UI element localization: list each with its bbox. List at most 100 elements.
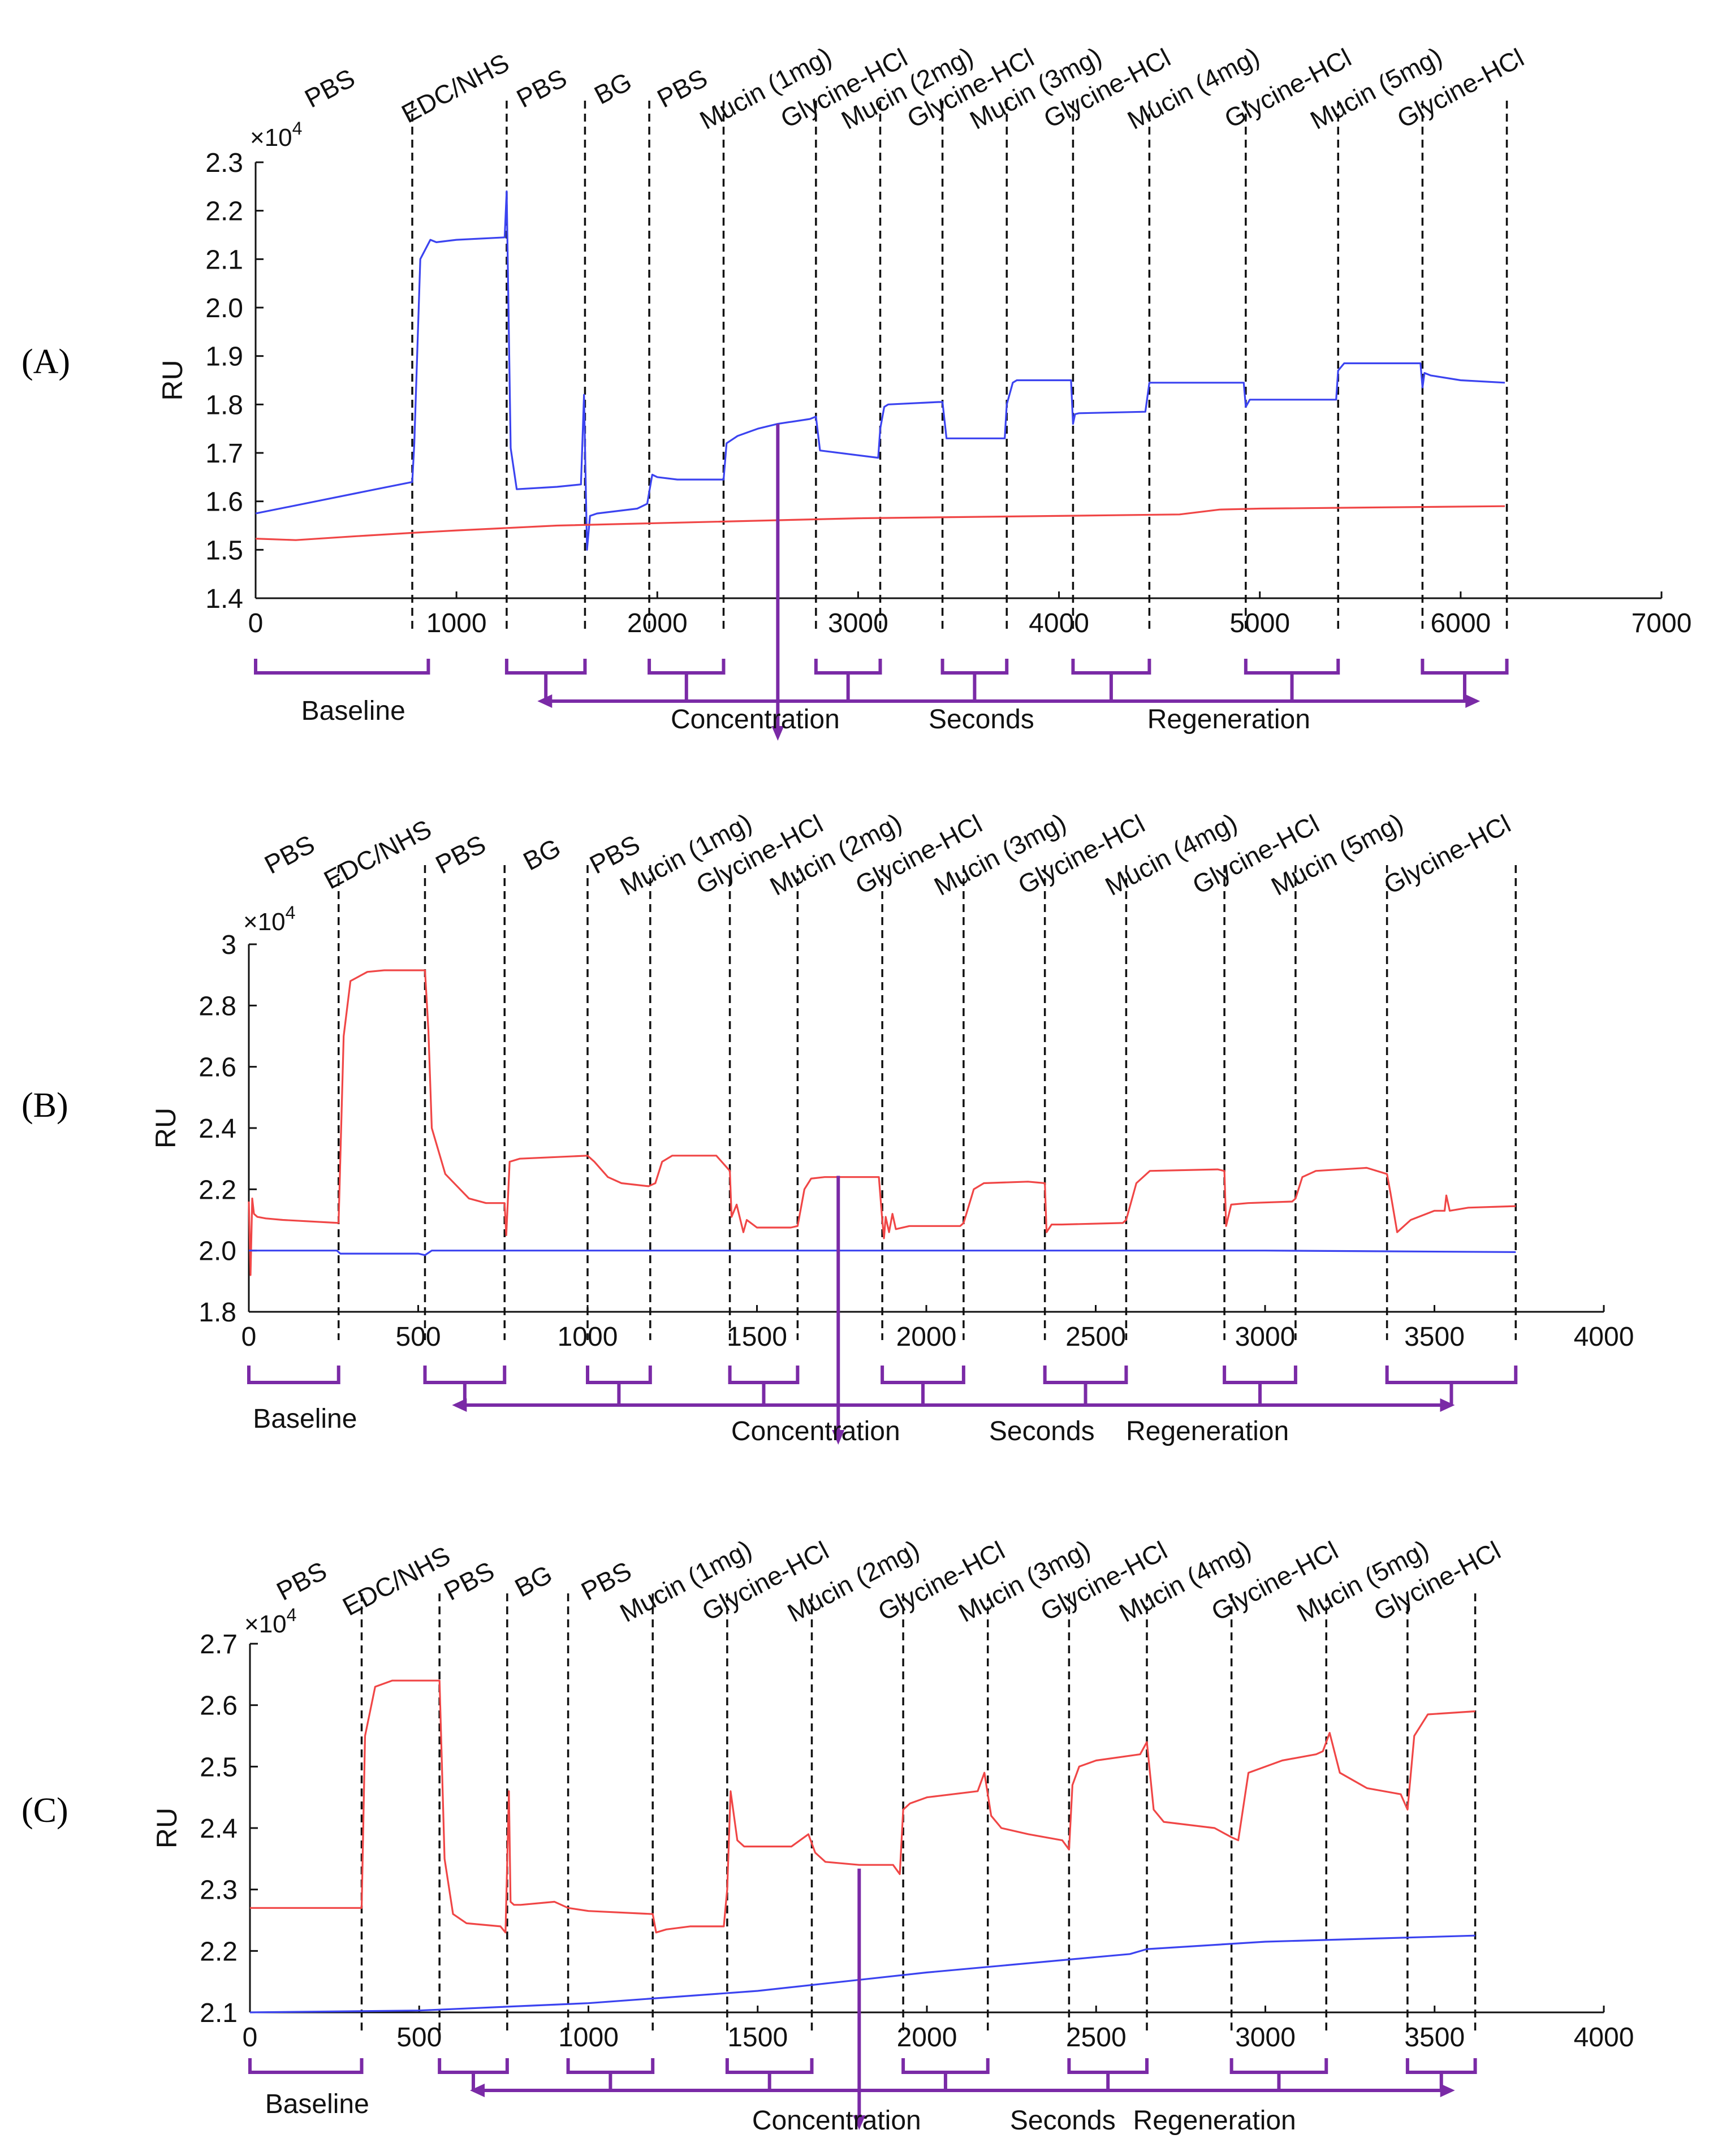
y-multiplier: ×104: [243, 902, 295, 936]
phase-bracket: [725, 2058, 814, 2090]
panel-label: (C): [21, 1791, 68, 1830]
x-tick-label: 1000: [426, 608, 487, 638]
y-tick-label: 2.3: [205, 148, 243, 178]
y-tick-label: 1.4: [205, 584, 243, 614]
series-line-blue: [249, 1250, 1516, 1256]
series-line-red: [250, 1679, 1475, 1934]
arrow-head-left: [452, 1398, 467, 1412]
concentration-arrow-head: [771, 726, 784, 741]
y-multiplier-exponent: 4: [286, 902, 296, 923]
y-tick-label: 1.8: [198, 1298, 236, 1328]
x-tick-label: 2000: [897, 2023, 957, 2053]
phase-bracket: [566, 2058, 655, 2090]
arrow-head-right: [1440, 2084, 1455, 2097]
concentration-label: Concentration: [752, 2106, 921, 2136]
chart-panel-a: (A) 1.4 1.5 1.6 1.7 1.8 1.9 2.0 2.1 2.2 2.3 0 1000 20…: [21, 41, 1691, 741]
phase-bracket: [881, 1366, 965, 1405]
x-tick-label: 3000: [828, 608, 888, 638]
baseline-bracket: [248, 2058, 364, 2074]
baseline-bracket: [254, 659, 430, 675]
baseline-label: Baseline: [265, 2089, 369, 2119]
y-tick-label: 2.0: [198, 1237, 236, 1267]
series-line-blue: [249, 1934, 1475, 2014]
phase-bracket: [1067, 2058, 1149, 2090]
x-tick-label: 500: [396, 2023, 442, 2053]
arrow-head-right: [1440, 1398, 1455, 1412]
y-multiplier: ×104: [250, 118, 302, 152]
y-axis-label: RU: [157, 360, 188, 400]
x-tick-label: 7000: [1632, 608, 1692, 638]
x-axis-label: Seconds: [1010, 2106, 1116, 2136]
x-tick-label: 0: [248, 608, 264, 638]
concentration-label: Concentration: [731, 1416, 900, 1446]
x-tick-label: 3500: [1404, 2023, 1465, 2053]
panel-label: (B): [21, 1086, 68, 1125]
x-tick-label: 4000: [1574, 1322, 1634, 1352]
phase-bracket: [1385, 1366, 1518, 1405]
y-axis-label: RU: [151, 1808, 183, 1848]
x-tick-label: 2000: [896, 1322, 957, 1352]
y-tick-label: 2.0: [205, 293, 243, 323]
phase-bracket: [586, 1366, 652, 1405]
concentration-arrow-head: [853, 2115, 866, 2130]
y-multiplier: ×104: [244, 1605, 296, 1638]
y-tick-label: 2.4: [200, 1814, 238, 1844]
x-tick-label: 4000: [1574, 2023, 1634, 2053]
x-tick-label: 500: [395, 1322, 441, 1352]
y-multiplier-base: ×10: [244, 1610, 287, 1638]
phase-bracket: [1071, 659, 1151, 701]
x-tick-label: 2000: [627, 608, 688, 638]
y-tick-label: 1.5: [205, 535, 243, 565]
y-tick-label: 1.8: [205, 390, 243, 420]
phase-bracket: [423, 1366, 507, 1405]
panel-label: (A): [21, 343, 70, 381]
phase-bracket: [814, 659, 882, 701]
phase-label: BG: [589, 66, 636, 110]
y-tick-label: 1.7: [205, 439, 243, 469]
x-tick-label: 1500: [727, 2023, 788, 2053]
x-tick-label: 3000: [1235, 2023, 1296, 2053]
y-tick-label: 2.1: [200, 1998, 238, 2028]
y-tick-label: 2.2: [205, 197, 243, 227]
x-tick-label: 4000: [1029, 608, 1089, 638]
y-tick-label: 2.2: [198, 1175, 236, 1205]
y-tick-label: 3: [221, 930, 236, 960]
phase-label: PBS: [512, 63, 572, 113]
y-tick-label: 2.7: [200, 1630, 238, 1660]
y-tick-label: 2.3: [200, 1876, 238, 1906]
phase-label: PBS: [300, 63, 360, 113]
phase-label: PBS: [260, 829, 320, 879]
y-multiplier-base: ×10: [250, 124, 292, 152]
y-axis-label: RU: [150, 1108, 182, 1148]
x-tick-label: 3000: [1235, 1322, 1296, 1352]
phase-label: BG: [519, 832, 566, 876]
phase-bracket: [438, 2058, 509, 2090]
chart-panel-b: (B)1.82.02.22.42.62.830 500 1000 1500 2000 25…: [21, 807, 1634, 1446]
phase-label: EDC/NHS: [319, 814, 436, 895]
concentration-label: Concentration: [671, 705, 840, 734]
arrow-head-right: [1465, 694, 1481, 708]
phase-bracket: [648, 659, 726, 701]
x-axis-label: Seconds: [929, 705, 1034, 734]
phase-bracket: [1421, 659, 1509, 701]
x-tick-label: 0: [241, 1322, 257, 1352]
series-line-blue: [255, 190, 1505, 551]
baseline-label: Baseline: [301, 696, 405, 726]
x-tick-label: 2500: [1065, 1322, 1126, 1352]
y-tick-label: 2.6: [200, 1691, 238, 1721]
regeneration-label: Regeneration: [1133, 2106, 1296, 2136]
y-tick-label: 2.2: [200, 1937, 238, 1967]
phase-label: EDC/NHS: [396, 47, 513, 128]
arrow-head-left: [537, 694, 553, 708]
x-tick-label: 6000: [1430, 608, 1491, 638]
y-multiplier-base: ×10: [243, 908, 286, 936]
phase-bracket: [1043, 1366, 1128, 1405]
x-tick-label: 0: [243, 2023, 258, 2053]
phase-label: PBS: [271, 1556, 331, 1606]
phase-label: PBS: [431, 829, 491, 879]
phase-bracket: [728, 1366, 800, 1405]
y-multiplier-exponent: 4: [292, 118, 303, 139]
phase-bracket: [504, 659, 587, 701]
phase-bracket: [1229, 2058, 1328, 2090]
